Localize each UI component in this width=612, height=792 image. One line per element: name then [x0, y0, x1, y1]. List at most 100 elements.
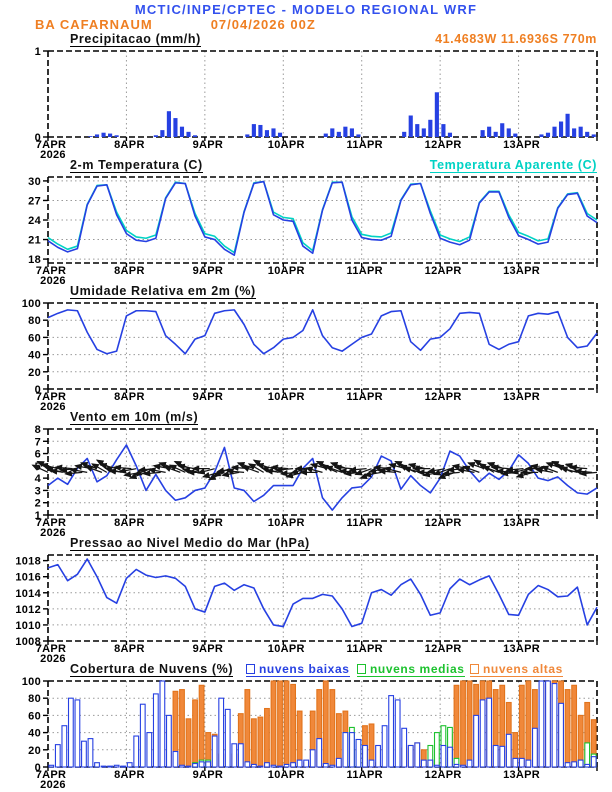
svg-text:11APR: 11APR — [347, 139, 383, 151]
svg-text:11APR: 11APR — [347, 517, 383, 529]
legend-high-clouds: nuvens altas — [470, 663, 563, 677]
svg-text:7APR: 7APR — [36, 265, 67, 277]
svg-text:10APR: 10APR — [268, 391, 305, 403]
svg-text:9APR: 9APR — [193, 265, 224, 277]
svg-text:30: 30 — [28, 176, 41, 188]
svg-text:8APR: 8APR — [114, 769, 145, 781]
legend-high-clouds-label: nuvens altas — [483, 662, 563, 676]
svg-text:1014: 1014 — [15, 588, 41, 600]
svg-text:2026: 2026 — [40, 527, 66, 537]
svg-text:20: 20 — [28, 745, 41, 757]
svg-text:11APR: 11APR — [347, 643, 383, 655]
svg-text:60: 60 — [28, 710, 41, 722]
svg-text:8APR: 8APR — [114, 643, 145, 655]
svg-text:27: 27 — [28, 195, 41, 207]
svg-text:12APR: 12APR — [425, 643, 462, 655]
svg-text:10APR: 10APR — [268, 643, 305, 655]
svg-text:12APR: 12APR — [425, 517, 462, 529]
legend-low-clouds-label: nuvens baixas — [259, 662, 350, 676]
svg-text:40: 40 — [28, 350, 41, 362]
panel-wind: Vento em 10m (m/s) 1 2 3 4 5 6 7 8 7APR 2026 8APR 9… — [0, 411, 612, 537]
panel-relative-humidity: Umidade Relativa em 2m (%) 0 20 40 60 80 100 7… — [0, 285, 612, 411]
svg-text:7: 7 — [35, 436, 41, 448]
panel-title-precipitation: Precipitacao (mm/h) — [70, 32, 201, 47]
svg-text:1012: 1012 — [15, 604, 41, 616]
svg-text:11APR: 11APR — [347, 769, 383, 781]
panel-title-humidity: Umidade Relativa em 2m (%) — [70, 284, 256, 299]
svg-text:7APR: 7APR — [36, 391, 67, 403]
legend-low-clouds: nuvens baixas — [246, 663, 350, 677]
legend-apparent-temperature: Temperatura Aparente (C) — [429, 158, 597, 173]
svg-text:7APR: 7APR — [36, 139, 67, 151]
svg-text:80: 80 — [28, 693, 41, 705]
svg-text:13APR: 13APR — [503, 769, 540, 781]
panel-sea-level-pressure: Pressao ao Nivel Medio do Mar (hPa) 1008… — [0, 537, 612, 663]
svg-text:7APR: 7APR — [36, 769, 67, 781]
svg-text:9APR: 9APR — [193, 643, 224, 655]
svg-text:10APR: 10APR — [268, 139, 305, 151]
svg-text:8: 8 — [35, 424, 41, 436]
svg-text:2026: 2026 — [40, 149, 66, 159]
svg-text:0: 0 — [35, 762, 41, 774]
panel-title-pressure: Pressao ao Nivel Medio do Mar (hPa) — [70, 536, 310, 551]
svg-text:8APR: 8APR — [114, 139, 145, 151]
svg-text:100: 100 — [22, 298, 41, 310]
svg-text:13APR: 13APR — [503, 391, 540, 403]
svg-text:8APR: 8APR — [114, 391, 145, 403]
svg-text:12APR: 12APR — [425, 769, 462, 781]
svg-text:4: 4 — [35, 473, 42, 485]
svg-text:11APR: 11APR — [347, 265, 383, 277]
svg-text:10APR: 10APR — [268, 265, 305, 277]
svg-text:13APR: 13APR — [503, 139, 540, 151]
svg-text:13APR: 13APR — [503, 643, 540, 655]
header-subtitle-row: BA CAFARNAUM 07/04/2026 00Z — [0, 18, 612, 33]
mid-clouds-swatch-icon — [357, 664, 366, 674]
panel-precipitation: Precipitacao (mm/h) 41.4683W 11.6936S 77… — [0, 33, 612, 159]
svg-text:21: 21 — [28, 235, 41, 247]
svg-text:80: 80 — [28, 315, 41, 327]
svg-text:2026: 2026 — [40, 275, 66, 285]
svg-text:9APR: 9APR — [193, 517, 224, 529]
svg-text:12APR: 12APR — [425, 139, 462, 151]
svg-text:8APR: 8APR — [114, 517, 145, 529]
svg-text:7APR: 7APR — [36, 643, 67, 655]
svg-text:6: 6 — [35, 449, 41, 461]
station-coordinates: 41.4683W 11.6936S 770m — [435, 32, 597, 46]
svg-text:2026: 2026 — [40, 653, 66, 663]
svg-text:10APR: 10APR — [268, 769, 305, 781]
svg-text:18: 18 — [28, 254, 41, 266]
panel-temperature: 2-m Temperatura (C) Temperatura Aparente… — [0, 159, 612, 285]
svg-text:3: 3 — [35, 485, 41, 497]
legend-mid-clouds-label: nuvens medias — [370, 662, 465, 676]
svg-text:9APR: 9APR — [193, 769, 224, 781]
svg-text:2026: 2026 — [40, 401, 66, 411]
svg-text:1008: 1008 — [15, 636, 41, 648]
panel-title-cloud-cover: Cobertura de Nuvens (%) — [70, 662, 234, 677]
svg-text:13APR: 13APR — [503, 517, 540, 529]
svg-text:1: 1 — [35, 46, 41, 58]
svg-text:7APR: 7APR — [36, 517, 67, 529]
svg-text:1: 1 — [35, 510, 41, 522]
svg-text:11APR: 11APR — [347, 391, 383, 403]
svg-text:24: 24 — [28, 215, 41, 227]
svg-text:1010: 1010 — [15, 620, 41, 632]
svg-text:12APR: 12APR — [425, 265, 462, 277]
svg-text:13APR: 13APR — [503, 265, 540, 277]
svg-text:100: 100 — [22, 676, 41, 688]
station-name: BA CAFARNAUM — [35, 17, 153, 32]
panel-title-wind: Vento em 10m (m/s) — [70, 410, 199, 425]
app-title: MCTIC/INPE/CPTEC - MODELO REGIONAL WRF — [134, 2, 478, 17]
svg-text:60: 60 — [28, 332, 41, 344]
low-clouds-swatch-icon — [246, 664, 255, 674]
svg-text:20: 20 — [28, 367, 41, 379]
high-clouds-swatch-icon — [470, 664, 479, 674]
panel-cloud-cover: Cobertura de Nuvens (%) nuvens baixas nu… — [0, 663, 612, 789]
svg-text:1016: 1016 — [15, 572, 41, 584]
svg-text:10APR: 10APR — [268, 517, 305, 529]
run-datetime: 07/04/2026 00Z — [210, 17, 316, 32]
